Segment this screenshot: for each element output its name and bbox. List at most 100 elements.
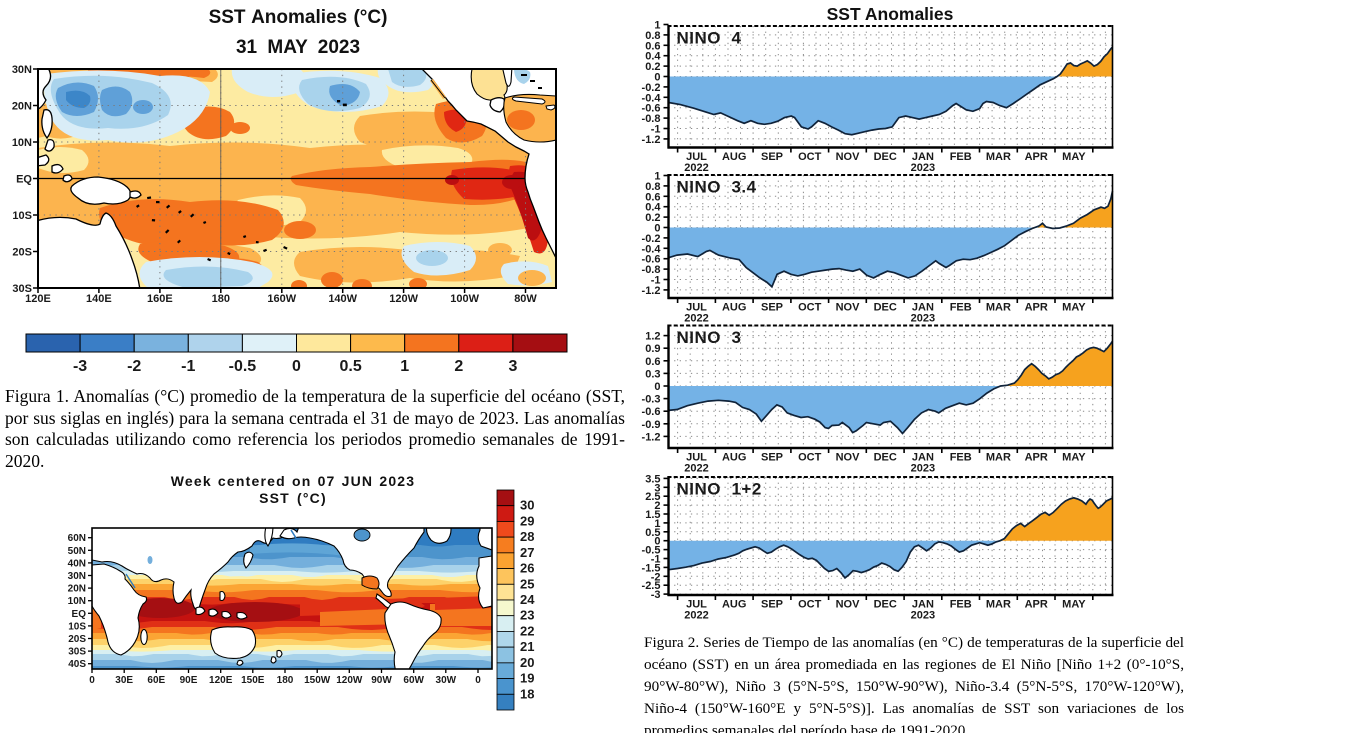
svg-text:-2: -2 (651, 571, 661, 583)
svg-text:29: 29 (520, 513, 534, 528)
svg-text:20S: 20S (68, 634, 86, 645)
svg-text:2.5: 2.5 (645, 491, 660, 503)
svg-text:50N: 50N (68, 546, 86, 557)
svg-text:NINO 3.4: NINO 3.4 (677, 178, 757, 197)
svg-text:30E: 30E (115, 675, 133, 686)
svg-text:22: 22 (520, 623, 534, 638)
svg-text:2022: 2022 (684, 162, 708, 174)
svg-text:2023: 2023 (911, 162, 935, 174)
svg-text:0.4: 0.4 (645, 202, 661, 214)
svg-text:120E: 120E (209, 675, 233, 686)
svg-text:2023: 2023 (911, 463, 935, 475)
svg-text:EQ: EQ (72, 609, 87, 620)
svg-text:DEC: DEC (874, 452, 897, 464)
svg-text:0.3: 0.3 (645, 368, 660, 380)
svg-text:FEB: FEB (950, 151, 972, 163)
svg-text:150E: 150E (241, 675, 265, 686)
svg-text:140W: 140W (328, 293, 357, 305)
svg-text:APR: APR (1025, 151, 1048, 163)
svg-text:0: 0 (292, 358, 301, 375)
svg-text:JAN: JAN (912, 452, 934, 464)
svg-text:-1: -1 (651, 124, 661, 136)
svg-text:-0.8: -0.8 (642, 113, 661, 125)
svg-text:18: 18 (520, 686, 534, 701)
svg-text:0.6: 0.6 (645, 191, 660, 203)
svg-text:27: 27 (520, 545, 534, 560)
svg-text:SEP: SEP (761, 151, 783, 163)
svg-text:-0.5: -0.5 (642, 545, 661, 557)
svg-text:24: 24 (520, 592, 535, 607)
svg-text:23: 23 (520, 608, 534, 623)
svg-text:NINO 3: NINO 3 (677, 328, 742, 347)
svg-text:-2.5: -2.5 (642, 580, 661, 592)
svg-text:-3: -3 (651, 589, 661, 601)
svg-text:10S: 10S (68, 621, 86, 632)
svg-text:JUL: JUL (686, 599, 707, 611)
svg-text:180: 180 (212, 293, 230, 305)
svg-text:-0.3: -0.3 (642, 394, 661, 406)
svg-text:-0.6: -0.6 (642, 406, 661, 418)
svg-text:160E: 160E (147, 293, 173, 305)
svg-text:JUL: JUL (686, 151, 707, 163)
svg-text:FEB: FEB (950, 452, 972, 464)
svg-text:SEP: SEP (761, 452, 783, 464)
svg-text:0: 0 (654, 381, 660, 393)
svg-text:2023: 2023 (911, 313, 935, 325)
svg-text:19: 19 (520, 671, 534, 686)
svg-text:-1: -1 (181, 358, 195, 375)
svg-text:-1.2: -1.2 (642, 134, 661, 146)
svg-text:OCT: OCT (798, 302, 822, 314)
svg-text:20: 20 (520, 655, 534, 670)
svg-text:30: 30 (520, 498, 534, 513)
svg-text:-0.5: -0.5 (229, 358, 257, 375)
svg-text:-1: -1 (651, 275, 661, 287)
svg-text:-2: -2 (127, 358, 141, 375)
svg-text:-0.4: -0.4 (642, 243, 662, 255)
svg-text:NOV: NOV (836, 599, 861, 611)
svg-text:28: 28 (520, 529, 534, 544)
svg-text:1: 1 (654, 171, 660, 183)
svg-text:60E: 60E (147, 675, 165, 686)
svg-text:MAY: MAY (1062, 151, 1086, 163)
svg-text:80W: 80W (514, 293, 537, 305)
svg-text:1: 1 (654, 518, 660, 530)
svg-text:-1.5: -1.5 (642, 562, 661, 574)
svg-text:NOV: NOV (836, 151, 861, 163)
svg-text:0: 0 (89, 675, 95, 686)
svg-text:100W: 100W (450, 293, 479, 305)
svg-text:2023: 2023 (911, 610, 935, 622)
svg-text:EQ: EQ (16, 174, 32, 186)
svg-text:90W: 90W (371, 675, 392, 686)
svg-text:0.5: 0.5 (339, 358, 361, 375)
svg-text:APR: APR (1025, 599, 1048, 611)
svg-text:180: 180 (277, 675, 294, 686)
svg-text:FEB: FEB (950, 302, 972, 314)
svg-text:0.4: 0.4 (645, 51, 661, 63)
svg-text:3.5: 3.5 (645, 473, 660, 485)
svg-text:120W: 120W (336, 675, 363, 686)
svg-text:120E: 120E (25, 293, 51, 305)
svg-text:0: 0 (654, 536, 660, 548)
svg-text:3: 3 (654, 482, 660, 494)
svg-text:JUL: JUL (686, 302, 707, 314)
svg-text:21: 21 (520, 639, 534, 654)
svg-text:0.8: 0.8 (645, 30, 660, 42)
svg-text:JAN: JAN (912, 151, 934, 163)
svg-text:OCT: OCT (798, 599, 822, 611)
svg-text:-1.2: -1.2 (642, 431, 661, 443)
svg-text:40N: 40N (68, 558, 86, 569)
svg-text:30S: 30S (12, 283, 32, 295)
svg-text:120W: 120W (389, 293, 418, 305)
svg-text:MAR: MAR (986, 452, 1011, 464)
svg-text:SEP: SEP (761, 302, 783, 314)
svg-text:0.6: 0.6 (645, 356, 660, 368)
svg-text:NINO 1+2: NINO 1+2 (677, 480, 762, 499)
svg-text:JAN: JAN (912, 302, 934, 314)
svg-text:-0.2: -0.2 (642, 82, 661, 94)
svg-text:MAY: MAY (1062, 599, 1086, 611)
svg-text:DEC: DEC (874, 151, 897, 163)
svg-text:AUG: AUG (722, 151, 746, 163)
svg-text:0: 0 (475, 675, 481, 686)
svg-text:NOV: NOV (836, 452, 861, 464)
svg-text:-1.2: -1.2 (642, 285, 661, 297)
